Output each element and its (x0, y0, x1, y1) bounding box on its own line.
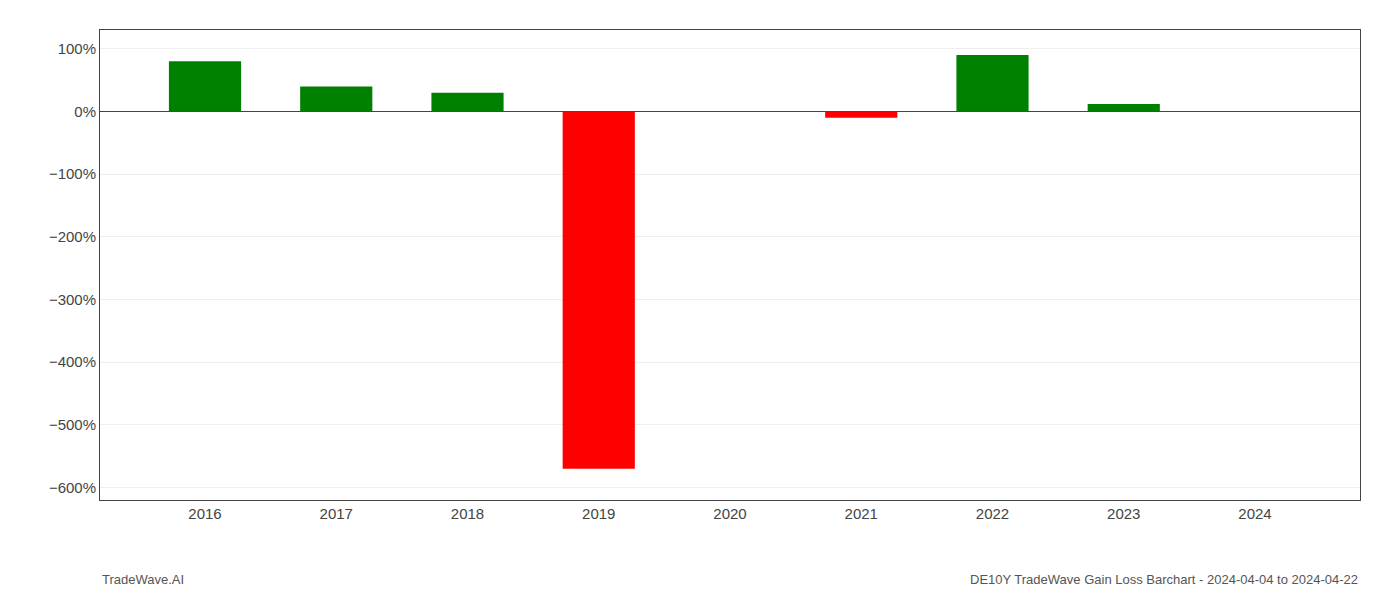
svg-text:2019: 2019 (582, 505, 615, 522)
svg-text:2021: 2021 (845, 505, 878, 522)
svg-text:DE10Y TradeWave Gain Loss Barc: DE10Y TradeWave Gain Loss Barchart - 202… (970, 572, 1358, 587)
svg-text:2020: 2020 (713, 505, 746, 522)
svg-text:−500%: −500% (49, 416, 96, 433)
svg-text:2016: 2016 (188, 505, 221, 522)
svg-text:2017: 2017 (320, 505, 353, 522)
svg-text:−600%: −600% (49, 479, 96, 496)
svg-text:TradeWave.AI: TradeWave.AI (102, 572, 184, 587)
svg-text:−200%: −200% (49, 228, 96, 245)
svg-text:0%: 0% (74, 103, 96, 120)
svg-text:100%: 100% (58, 40, 96, 57)
svg-text:2022: 2022 (976, 505, 1009, 522)
svg-text:−400%: −400% (49, 353, 96, 370)
svg-text:2024: 2024 (1238, 505, 1271, 522)
svg-text:2023: 2023 (1107, 505, 1140, 522)
svg-text:−100%: −100% (49, 165, 96, 182)
svg-text:−300%: −300% (49, 291, 96, 308)
svg-text:2018: 2018 (451, 505, 484, 522)
